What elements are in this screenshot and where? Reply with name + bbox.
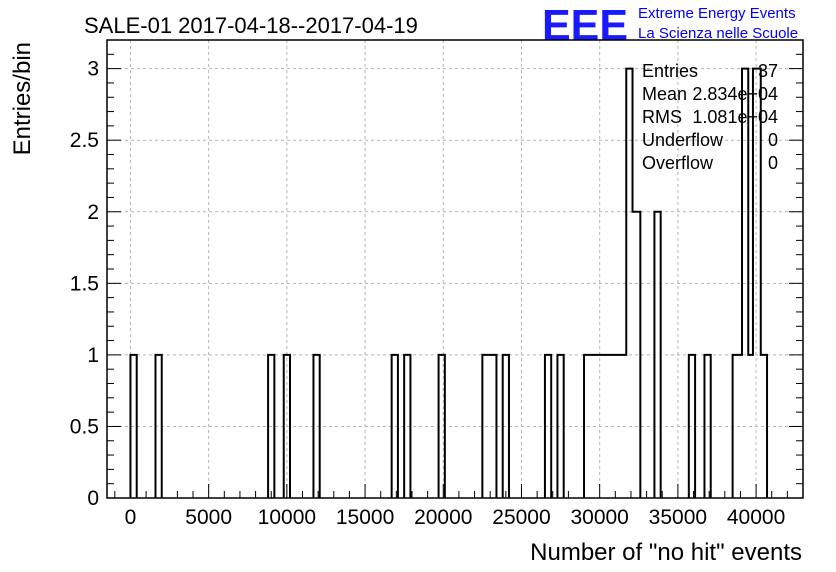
- chart-title: SALE-01 2017-04-18--2017-04-19: [84, 13, 418, 38]
- x-tick-label: 0: [125, 506, 137, 529]
- y-tick-label: 2.5: [70, 129, 99, 152]
- stat-label-mean: Mean: [642, 84, 687, 104]
- histogram-bin: [482, 355, 496, 498]
- y-tick-label: 0: [87, 487, 99, 510]
- x-axis-title: Number of "no hit" events: [530, 539, 802, 566]
- histogram-series: [129, 67, 769, 498]
- y-tick-label: 1: [87, 344, 99, 367]
- eee-logo-mark: EEE: [542, 1, 628, 50]
- stat-value-rms: 1.081e+04: [692, 107, 778, 127]
- y-tick-label: 1.5: [70, 272, 99, 295]
- y-tick-label: 2: [87, 201, 99, 224]
- x-tick-label: 15000: [336, 506, 394, 529]
- x-tick-label: 10000: [258, 506, 316, 529]
- stat-label-overflow: Overflow: [642, 153, 714, 173]
- x-tick-label: 40000: [727, 506, 785, 529]
- x-tick-label: 20000: [414, 506, 472, 529]
- grid-lines: [107, 40, 803, 498]
- stats-box: Entries 37 Mean 2.834e+04 RMS 1.081e+04 …: [642, 61, 778, 173]
- stat-label-entries: Entries: [642, 61, 698, 81]
- stat-label-rms: RMS: [642, 107, 682, 127]
- y-axis-title: Entries/bin: [9, 42, 36, 155]
- stat-value-underflow: 0: [768, 130, 778, 150]
- stat-value-overflow: 0: [768, 153, 778, 173]
- stat-value-mean: 2.834e+04: [692, 84, 778, 104]
- eee-logo-line1: Extreme Energy Events: [638, 5, 796, 22]
- histogram-outline: [129, 67, 769, 498]
- x-tick-label: 5000: [185, 506, 232, 529]
- axis-ticks: [107, 39, 804, 499]
- y-tick-label: 0.5: [70, 415, 99, 438]
- y-tick-label: 3: [87, 58, 99, 81]
- x-tick-label: 25000: [492, 506, 550, 529]
- x-tick-label: 30000: [570, 506, 628, 529]
- x-tick-label: 35000: [649, 506, 707, 529]
- eee-logo-line2: La Scienza nelle Scuole: [638, 25, 798, 42]
- stat-value-entries: 37: [758, 61, 778, 81]
- stat-label-underflow: Underflow: [642, 130, 724, 150]
